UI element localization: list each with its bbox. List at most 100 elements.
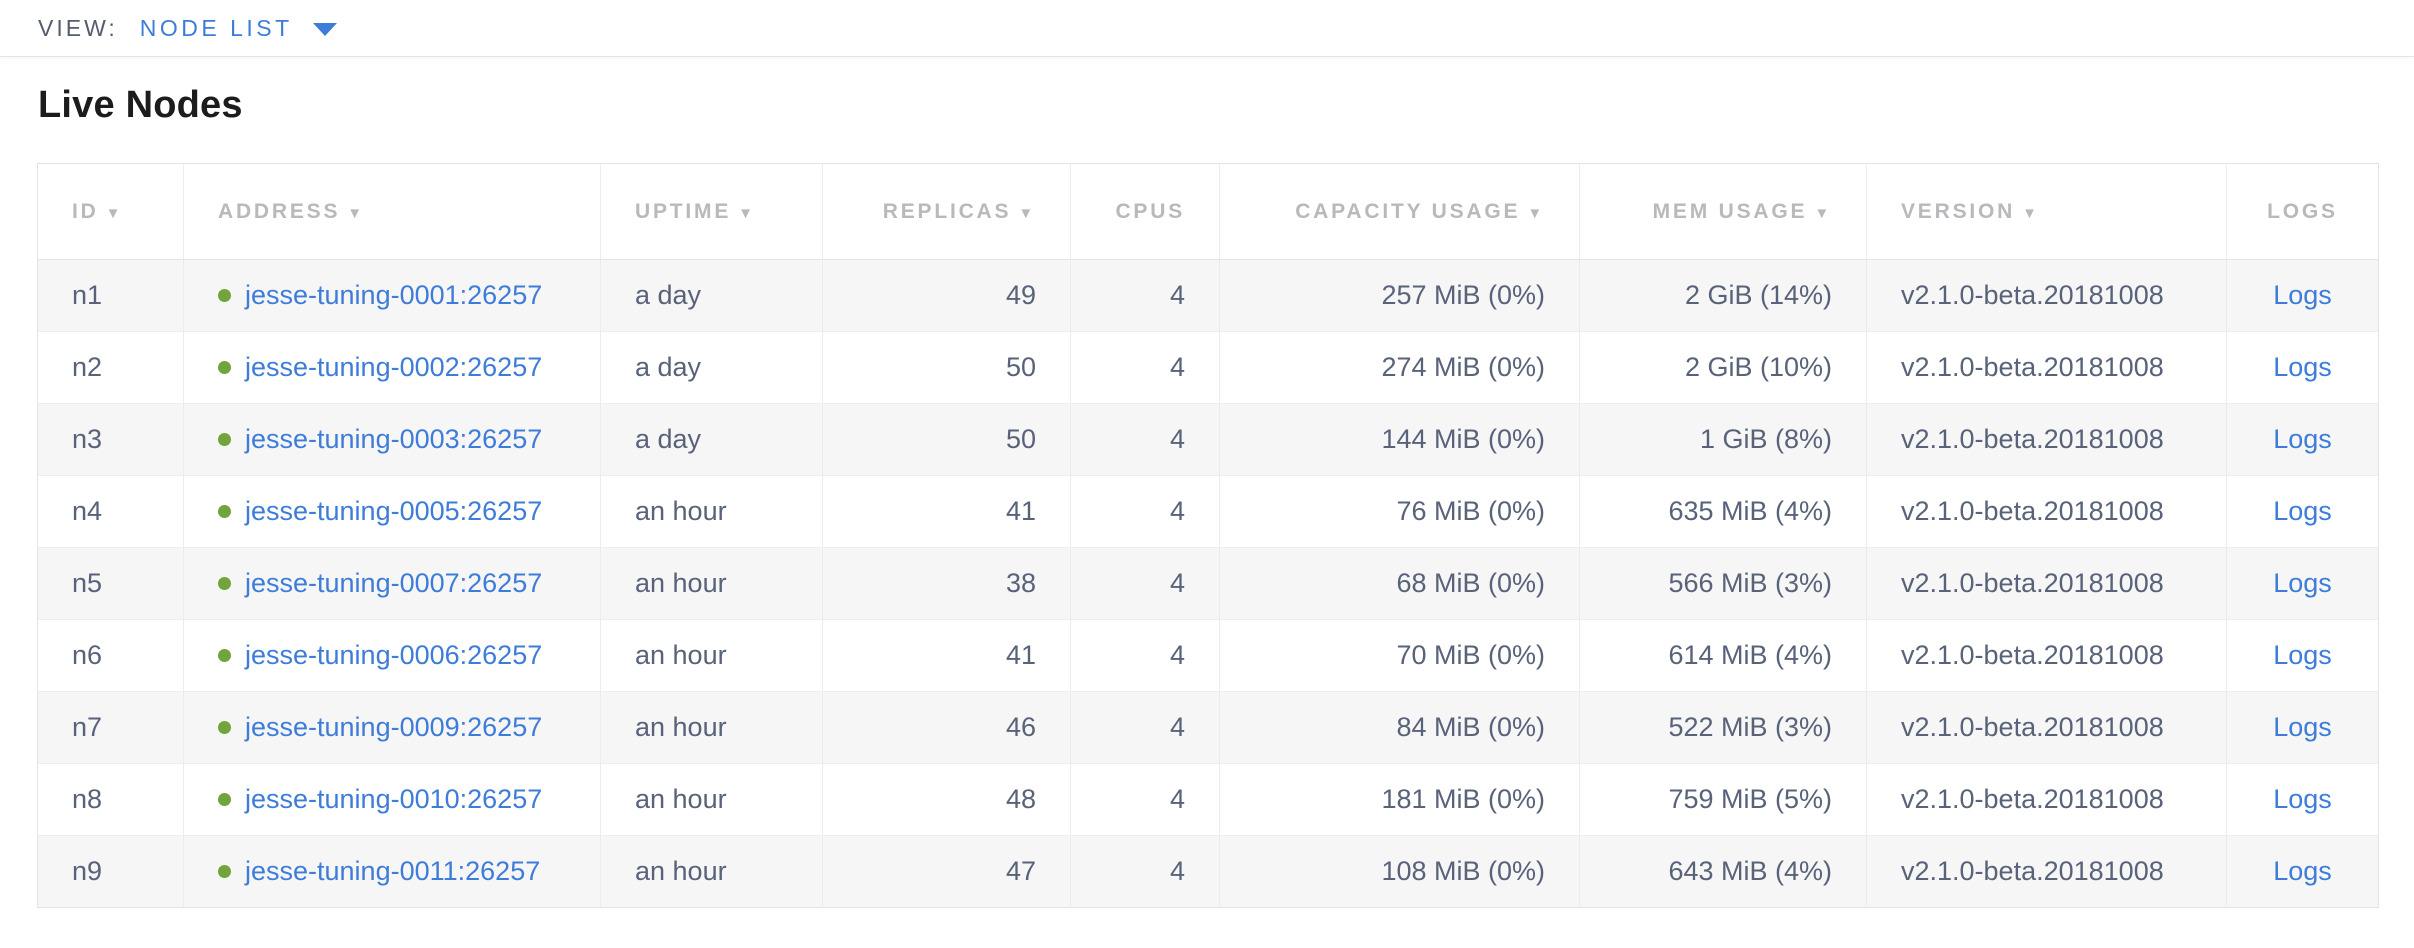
node-capacity-usage-cell: 76 MiB (0%) [1219, 475, 1580, 548]
logs-link[interactable]: Logs [2273, 352, 2332, 382]
table-row: n6 jesse-tuning-0006:26257 an hour 41 4 … [37, 619, 2379, 692]
node-address-link[interactable]: jesse-tuning-0009:26257 [245, 712, 543, 742]
node-replicas-cell: 41 [822, 619, 1071, 692]
node-version-cell: v2.1.0-beta.20181008 [1866, 331, 2227, 404]
node-healthy-icon [218, 865, 231, 878]
logs-link[interactable]: Logs [2273, 280, 2332, 310]
node-id-cell: n7 [37, 691, 184, 764]
logs-link[interactable]: Logs [2273, 424, 2332, 454]
node-id-cell: n1 [37, 259, 184, 332]
node-cpus-cell: 4 [1070, 619, 1220, 692]
column-header-id[interactable]: ID ▼ [37, 163, 184, 260]
logs-link[interactable]: Logs [2273, 568, 2332, 598]
node-replicas-cell: 48 [822, 763, 1071, 836]
node-capacity-usage-cell: 181 MiB (0%) [1219, 763, 1580, 836]
column-header-version[interactable]: VERSION ▼ [1866, 163, 2227, 260]
node-version-cell: v2.1.0-beta.20181008 [1866, 835, 2227, 908]
node-address-link[interactable]: jesse-tuning-0001:26257 [245, 280, 543, 310]
node-address-cell: jesse-tuning-0010:26257 [183, 763, 601, 836]
node-uptime-cell: a day [600, 403, 823, 476]
table-header: ID ▼ ADDRESS ▼ UPTIME ▼ REPLICAS ▼ CPUS CAPA… [37, 163, 2379, 260]
column-header-logs: LOGS [2226, 163, 2379, 260]
node-uptime-cell: an hour [600, 475, 823, 548]
node-healthy-icon [218, 433, 231, 446]
node-address-cell: jesse-tuning-0009:26257 [183, 691, 601, 764]
page-title: Live Nodes [38, 84, 243, 126]
node-healthy-icon [218, 289, 231, 302]
node-cpus-cell: 4 [1070, 835, 1220, 908]
main-content: Live Nodes ID ▼ ADDRESS ▼ UPTIME ▼ REPLICAS… [0, 83, 2414, 908]
logs-link[interactable]: Logs [2273, 784, 2332, 814]
chevron-down-icon [312, 23, 337, 36]
node-address-link[interactable]: jesse-tuning-0010:26257 [245, 784, 543, 814]
view-dropdown-value: NODE LIST [139, 14, 293, 41]
view-label: VIEW: [38, 14, 118, 41]
node-id-cell: n9 [37, 835, 184, 908]
node-id-cell: n6 [37, 619, 184, 692]
column-header-capacity-usage[interactable]: CAPACITY USAGE ▼ [1219, 163, 1580, 260]
node-healthy-icon [218, 361, 231, 374]
node-address-cell: jesse-tuning-0003:26257 [183, 403, 601, 476]
sort-desc-icon: ▼ [2022, 204, 2040, 222]
node-mem-usage-cell: 635 MiB (4%) [1579, 475, 1867, 548]
node-capacity-usage-cell: 84 MiB (0%) [1219, 691, 1580, 764]
node-version-cell: v2.1.0-beta.20181008 [1866, 691, 2227, 764]
node-version-cell: v2.1.0-beta.20181008 [1866, 259, 2227, 332]
node-replicas-cell: 50 [822, 403, 1071, 476]
sort-desc-icon: ▼ [1018, 204, 1036, 222]
node-logs-cell: Logs [2226, 835, 2379, 908]
node-address-link[interactable]: jesse-tuning-0003:26257 [245, 424, 543, 454]
node-uptime-cell: a day [600, 331, 823, 404]
node-replicas-cell: 47 [822, 835, 1071, 908]
node-capacity-usage-cell: 257 MiB (0%) [1219, 259, 1580, 332]
node-address-link[interactable]: jesse-tuning-0007:26257 [245, 568, 543, 598]
node-version-cell: v2.1.0-beta.20181008 [1866, 547, 2227, 620]
node-cpus-cell: 4 [1070, 763, 1220, 836]
node-cpus-cell: 4 [1070, 475, 1220, 548]
node-uptime-cell: a day [600, 259, 823, 332]
node-logs-cell: Logs [2226, 331, 2379, 404]
node-healthy-icon [218, 505, 231, 518]
node-logs-cell: Logs [2226, 259, 2379, 332]
column-header-uptime[interactable]: UPTIME ▼ [600, 163, 823, 260]
node-uptime-cell: an hour [600, 691, 823, 764]
node-logs-cell: Logs [2226, 403, 2379, 476]
node-healthy-icon [218, 721, 231, 734]
node-address-link[interactable]: jesse-tuning-0002:26257 [245, 352, 543, 382]
node-logs-cell: Logs [2226, 475, 2379, 548]
column-header-replicas[interactable]: REPLICAS ▼ [822, 163, 1071, 260]
logs-link[interactable]: Logs [2273, 856, 2332, 886]
table-row: n5 jesse-tuning-0007:26257 an hour 38 4 … [37, 547, 2379, 620]
node-address-link[interactable]: jesse-tuning-0011:26257 [245, 856, 541, 886]
logs-link[interactable]: Logs [2273, 640, 2332, 670]
logs-link[interactable]: Logs [2273, 496, 2332, 526]
sort-desc-icon: ▼ [738, 204, 756, 222]
node-id-cell: n2 [37, 331, 184, 404]
node-replicas-cell: 41 [822, 475, 1071, 548]
table-body: n1 jesse-tuning-0001:26257 a day 49 4 25… [37, 259, 2379, 908]
node-capacity-usage-cell: 70 MiB (0%) [1219, 619, 1580, 692]
column-header-mem-usage[interactable]: MEM USAGE ▼ [1579, 163, 1867, 260]
node-id-cell: n5 [37, 547, 184, 620]
node-replicas-cell: 50 [822, 331, 1071, 404]
view-bar: VIEW: NODE LIST [0, 0, 2414, 57]
view-dropdown[interactable]: NODE LIST [140, 15, 337, 42]
node-address-link[interactable]: jesse-tuning-0006:26257 [245, 640, 543, 670]
column-header-address[interactable]: ADDRESS ▼ [183, 163, 601, 260]
table-row: n4 jesse-tuning-0005:26257 an hour 41 4 … [37, 475, 2379, 548]
node-capacity-usage-cell: 144 MiB (0%) [1219, 403, 1580, 476]
node-healthy-icon [218, 577, 231, 590]
sort-desc-icon: ▼ [347, 204, 365, 222]
node-mem-usage-cell: 759 MiB (5%) [1579, 763, 1867, 836]
node-logs-cell: Logs [2226, 691, 2379, 764]
node-address-link[interactable]: jesse-tuning-0005:26257 [245, 496, 543, 526]
node-address-cell: jesse-tuning-0001:26257 [183, 259, 601, 332]
node-mem-usage-cell: 1 GiB (8%) [1579, 403, 1867, 476]
node-cpus-cell: 4 [1070, 547, 1220, 620]
node-capacity-usage-cell: 108 MiB (0%) [1219, 835, 1580, 908]
node-mem-usage-cell: 2 GiB (10%) [1579, 331, 1867, 404]
node-uptime-cell: an hour [600, 619, 823, 692]
logs-link[interactable]: Logs [2273, 712, 2332, 742]
table-row: n3 jesse-tuning-0003:26257 a day 50 4 14… [37, 403, 2379, 476]
node-mem-usage-cell: 566 MiB (3%) [1579, 547, 1867, 620]
